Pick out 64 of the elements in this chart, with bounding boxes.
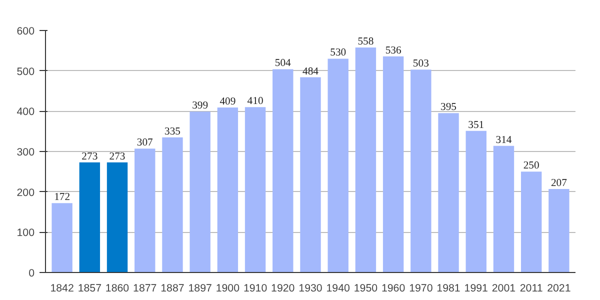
data-label: 307 bbox=[136, 138, 154, 149]
data-label: 503 bbox=[412, 58, 429, 70]
bar bbox=[79, 162, 100, 272]
x-tick-label: 1970 bbox=[409, 282, 433, 294]
x-tick-label: 1877 bbox=[133, 282, 157, 294]
data-label: 273 bbox=[109, 151, 126, 162]
y-tick-label: 500 bbox=[16, 66, 35, 78]
x-tick-label: 1842 bbox=[50, 282, 74, 294]
x-tick-label: 1897 bbox=[188, 282, 212, 294]
data-label: 207 bbox=[550, 178, 568, 190]
bar bbox=[52, 203, 72, 272]
y-tick-label: 400 bbox=[16, 106, 35, 118]
bar bbox=[410, 70, 432, 272]
bar bbox=[162, 137, 183, 272]
bar bbox=[190, 112, 210, 272]
bar bbox=[355, 47, 376, 272]
data-label: 172 bbox=[54, 192, 70, 204]
bar bbox=[520, 172, 542, 272]
bar bbox=[382, 56, 404, 272]
x-tick-label: 1857 bbox=[78, 282, 102, 294]
data-label: 250 bbox=[523, 160, 540, 172]
bar bbox=[217, 108, 238, 272]
bar bbox=[272, 69, 294, 272]
data-label: 409 bbox=[220, 96, 236, 108]
x-tick-label: 1940 bbox=[326, 282, 350, 294]
bar bbox=[300, 77, 321, 272]
x-tick-label: 1930 bbox=[298, 282, 322, 294]
y-tick-label: 200 bbox=[16, 186, 35, 199]
y-tick-label: 100 bbox=[16, 227, 35, 240]
x-tick-label: 1960 bbox=[381, 282, 406, 294]
data-label: 395 bbox=[440, 102, 457, 114]
y-tick-label: 600 bbox=[16, 26, 35, 38]
x-tick-label: 1981 bbox=[436, 282, 460, 294]
bar bbox=[244, 107, 266, 272]
bar bbox=[106, 162, 128, 272]
x-tick-label: 2001 bbox=[492, 282, 516, 294]
data-label: 558 bbox=[358, 36, 374, 48]
x-tick-label: 1991 bbox=[464, 282, 488, 294]
x-tick-label: 2021 bbox=[547, 282, 571, 294]
data-label: 314 bbox=[496, 134, 512, 146]
x-tick-label: 1950 bbox=[354, 282, 378, 294]
data-label: 399 bbox=[192, 100, 208, 112]
data-label: 410 bbox=[247, 96, 264, 108]
x-tick-label: 1887 bbox=[160, 282, 184, 294]
data-label: 484 bbox=[302, 66, 320, 78]
x-tick-label: 1860 bbox=[105, 282, 130, 294]
data-label: 335 bbox=[164, 126, 180, 138]
x-tick-label: 1910 bbox=[243, 282, 268, 294]
data-label: 351 bbox=[468, 120, 484, 131]
bar bbox=[134, 148, 156, 272]
data-label: 530 bbox=[330, 48, 346, 59]
bar bbox=[466, 130, 486, 272]
y-tick-label: 300 bbox=[16, 146, 35, 158]
bar bbox=[493, 146, 514, 272]
y-tick-label: 0 bbox=[28, 268, 35, 280]
data-label: 536 bbox=[385, 45, 402, 56]
data-label: 273 bbox=[82, 151, 98, 162]
bar bbox=[328, 58, 348, 272]
x-tick-label: 2011 bbox=[520, 282, 543, 294]
x-tick-label: 1920 bbox=[271, 282, 295, 294]
x-tick-label: 1900 bbox=[216, 282, 240, 294]
data-label: 504 bbox=[274, 58, 292, 70]
bar bbox=[438, 113, 459, 272]
bar bbox=[548, 189, 570, 272]
